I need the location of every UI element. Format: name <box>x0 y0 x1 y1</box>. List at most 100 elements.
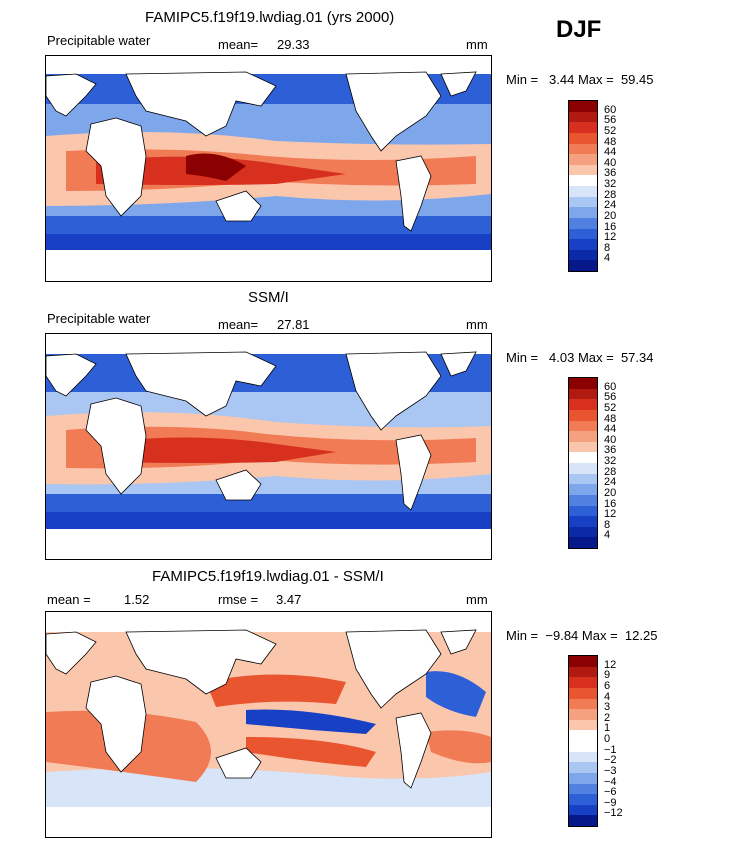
colorbar-swatch <box>569 239 597 250</box>
panel-3-minmax: Min = −9.84 Max = 12.25 <box>506 628 658 643</box>
panel-2-units: mm <box>466 317 488 332</box>
panel-1-colorbar: 60 56 52 48 44 40 36 32 28 24 20 16 12 8 4 <box>568 100 616 272</box>
colorbar-swatch <box>569 388 597 400</box>
panel-1-map <box>45 55 492 282</box>
panel-2-title: SSM/I <box>248 289 289 306</box>
colorbar-tick-label: 3 <box>604 701 611 714</box>
colorbar-swatch <box>569 762 597 773</box>
colorbar-swatch <box>569 677 597 688</box>
colorbar-swatch <box>569 122 597 133</box>
panel-1-units: mm <box>466 37 488 52</box>
panel-3-title: FAMIPC5.f19f19.lwdiag.01 - SSM/I <box>152 568 384 585</box>
panel-3-rmse-value: 3.47 <box>276 592 302 607</box>
colorbar-swatch <box>569 709 597 720</box>
colorbar-tick-label: 32 <box>604 455 617 467</box>
colorbar-tick-label: −9 <box>604 796 617 809</box>
colorbar-swatch <box>569 687 597 699</box>
colorbar-swatch <box>569 101 597 112</box>
colorbar-tick-label: 40 <box>604 433 617 446</box>
season-label: DJF <box>556 16 602 43</box>
panel-3-colorbar-swatches <box>568 655 598 827</box>
colorbar-tick-label: 12 <box>604 231 617 244</box>
colorbar-swatch <box>569 473 597 485</box>
colorbar-tick-label: −1 <box>604 743 617 756</box>
colorbar-tick-label: 12 <box>604 508 617 521</box>
colorbar-swatch <box>569 666 597 678</box>
panel-1-title: FAMIPC5.f19f19.lwdiag.01 (yrs 2000) <box>145 9 395 26</box>
colorbar-swatch <box>569 484 597 495</box>
colorbar-swatch <box>569 217 597 229</box>
panel-2-colorbar-swatches <box>568 377 598 549</box>
colorbar-swatch <box>569 420 597 432</box>
colorbar-tick-label: 4 <box>604 252 611 265</box>
colorbar-swatch <box>569 431 597 442</box>
panel-1-map-svg <box>46 56 491 281</box>
colorbar-tick-label: 28 <box>604 465 617 478</box>
colorbar-tick-label: 56 <box>604 391 617 404</box>
colorbar-swatch <box>569 794 597 805</box>
colorbar-tick-label: 0 <box>604 733 611 745</box>
colorbar-swatch <box>569 505 597 517</box>
colorbar-tick-label: 8 <box>604 518 611 531</box>
colorbar-swatch <box>569 783 597 795</box>
colorbar-swatch <box>569 537 597 548</box>
panel-1-colorbar-swatches <box>568 100 598 272</box>
colorbar-swatch <box>569 399 597 410</box>
panel-1-variable-label: Precipitable water <box>47 33 151 48</box>
colorbar-swatch <box>569 207 597 218</box>
colorbar-tick-label: 12 <box>604 658 617 671</box>
colorbar-swatch <box>569 741 597 752</box>
colorbar-swatch <box>569 154 597 165</box>
panel-3-map <box>45 611 492 838</box>
colorbar-swatch <box>569 516 597 527</box>
panel-3-rmse-label: rmse = <box>218 592 259 607</box>
colorbar-tick-label: 1 <box>604 722 611 735</box>
colorbar-tick-label: 28 <box>604 188 617 201</box>
panel-3-map-svg <box>46 612 491 837</box>
colorbar-tick-label: −4 <box>604 775 617 788</box>
colorbar-swatch <box>569 452 597 463</box>
panel-2-mean-value: 27.81 <box>277 317 310 332</box>
colorbar-tick-label: 36 <box>604 444 617 457</box>
colorbar-swatch <box>569 751 597 763</box>
panel-2-map-svg <box>46 334 491 559</box>
colorbar-swatch <box>569 656 597 667</box>
colorbar-tick-label: −3 <box>604 764 617 777</box>
colorbar-tick-label: 60 <box>604 103 617 116</box>
colorbar-tick-label: 9 <box>604 669 611 682</box>
panel-3-units: mm <box>466 592 488 607</box>
panel-1-mean-label: mean= <box>218 37 259 52</box>
panel-3-colorbar: 12 9 6 4 3 2 1 0 −1 −2 −3 −4 −6 −9 −12 <box>568 655 623 827</box>
colorbar-swatch <box>569 730 597 741</box>
colorbar-swatch <box>569 143 597 155</box>
colorbar-tick-label: 60 <box>604 380 617 393</box>
colorbar-tick-label: 20 <box>604 486 617 499</box>
panel-1-minmax: Min = 3.44 Max = 59.45 <box>506 72 654 87</box>
colorbar-swatch <box>569 719 597 731</box>
colorbar-tick-label: −2 <box>604 754 617 767</box>
colorbar-tick-label: 6 <box>604 679 611 692</box>
colorbar-swatch <box>569 815 597 826</box>
colorbar-swatch <box>569 260 597 271</box>
colorbar-tick-label: 44 <box>604 423 617 436</box>
colorbar-swatch <box>569 804 597 816</box>
colorbar-tick-label: 48 <box>604 135 617 148</box>
colorbar-tick-label: 24 <box>604 476 617 489</box>
colorbar-swatch <box>569 111 597 123</box>
colorbar-tick-label: 36 <box>604 167 617 180</box>
panel-2-mean-label: mean= <box>218 317 259 332</box>
panel-1-mean-value: 29.33 <box>277 37 310 52</box>
colorbar-tick-label: 56 <box>604 114 617 127</box>
colorbar-swatch <box>569 196 597 208</box>
panel-3-mean-label: mean = <box>47 592 91 607</box>
colorbar-swatch <box>569 494 597 506</box>
colorbar-tick-label: 4 <box>604 690 611 703</box>
panel-2-variable-label: Precipitable water <box>47 311 151 326</box>
colorbar-tick-label: 48 <box>604 412 617 425</box>
colorbar-swatch <box>569 441 597 453</box>
colorbar-tick-label: 16 <box>604 220 617 233</box>
colorbar-swatch <box>569 698 597 710</box>
colorbar-swatch <box>569 228 597 240</box>
colorbar-swatch <box>569 378 597 389</box>
colorbar-swatch <box>569 463 597 474</box>
